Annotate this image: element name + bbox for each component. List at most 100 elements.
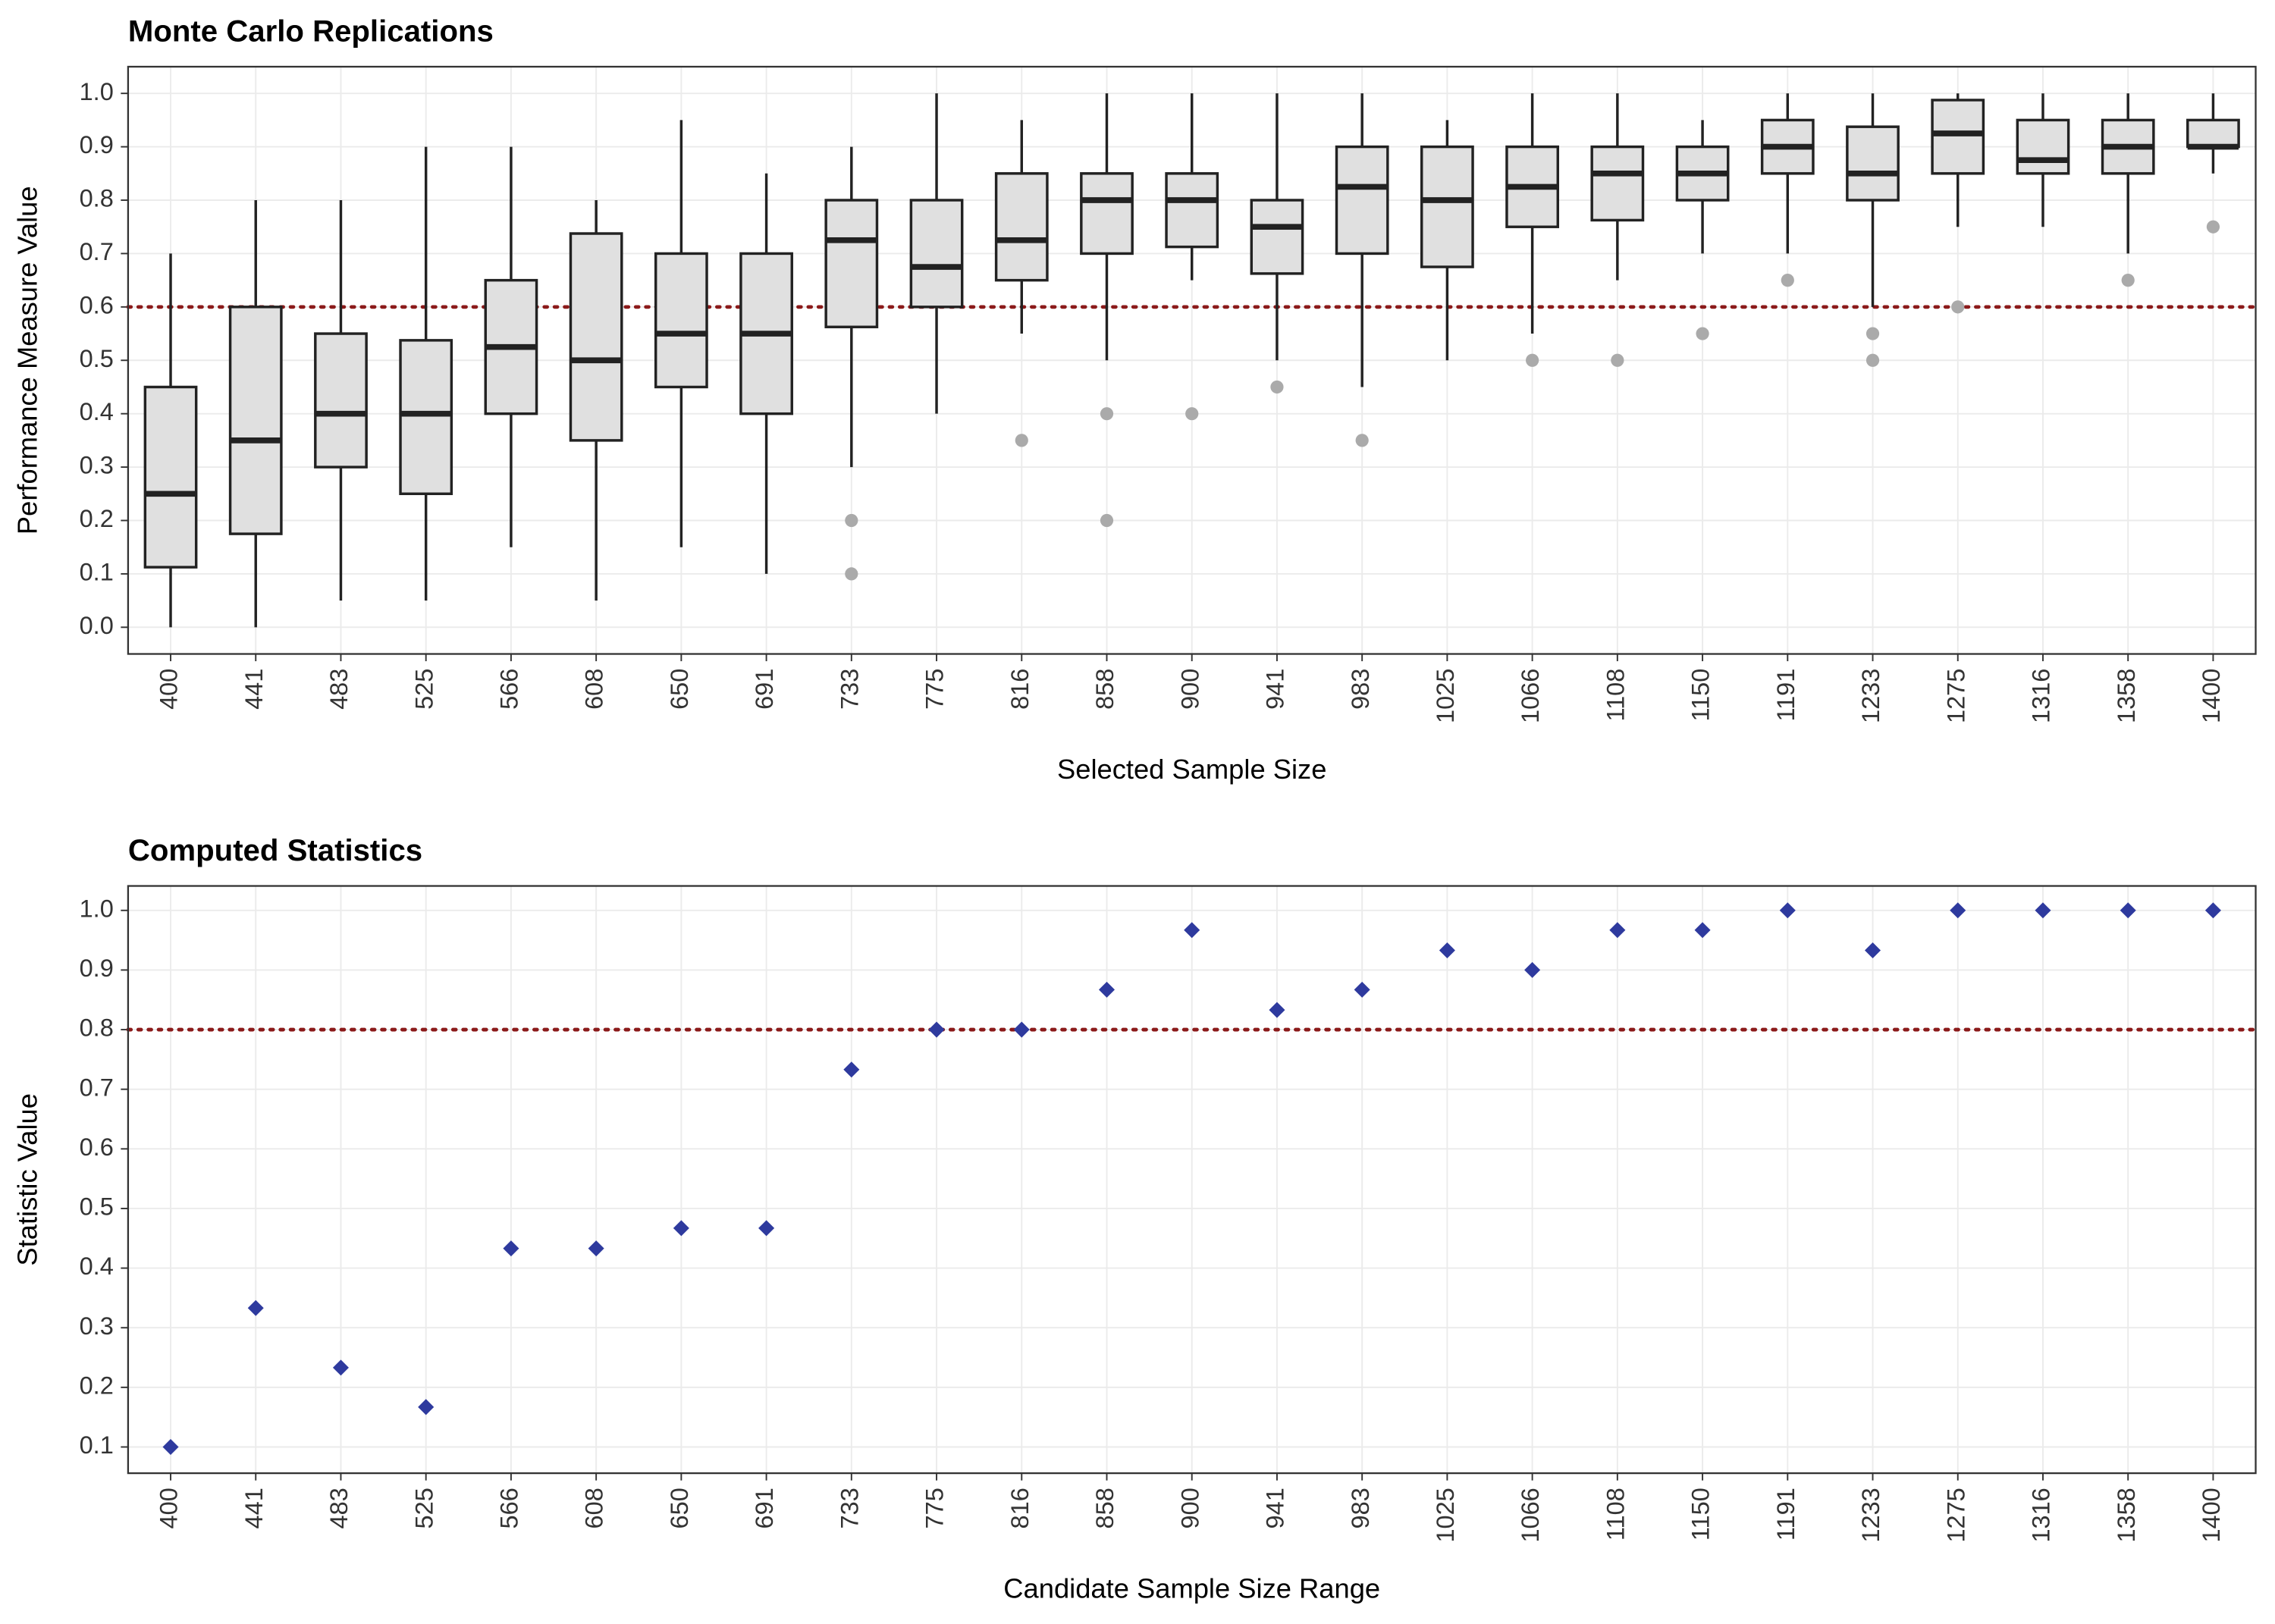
x-tick-label: 1233 [1857,669,1884,723]
x-tick-label: 900 [1176,669,1203,710]
x-tick-label: 941 [1262,1488,1289,1528]
point [1609,922,1626,939]
outlier [1866,353,1880,367]
x-tick-label: 733 [836,1488,863,1528]
x-axis-title: Selected Sample Size [1057,754,1326,785]
y-tick-label: 0.0 [80,612,114,639]
y-tick-label: 0.2 [80,505,114,532]
box [2186,118,2240,149]
x-tick-label: 1066 [1517,1488,1544,1542]
y-tick-label: 0.8 [80,1014,114,1042]
y-tick-label: 0.1 [80,559,114,586]
box [1590,145,1645,222]
chart-title: Monte Carlo Replications [128,14,494,49]
point [1524,961,1541,978]
outlier [1526,353,1539,367]
y-tick-label: 0.5 [80,1193,114,1221]
y-tick-label: 0.6 [80,291,114,318]
outlier [1185,407,1199,421]
y-tick-label: 0.2 [80,1372,114,1399]
x-tick-label: 858 [1091,1488,1119,1528]
x-tick-label: 1358 [2113,1488,2140,1542]
y-tick-label: 0.9 [80,131,114,158]
box [399,339,453,496]
box [824,199,879,328]
y-tick-label: 0.3 [80,1312,114,1340]
x-tick-label: 525 [410,1488,438,1528]
x-tick-label: 816 [1006,669,1034,710]
x-tick-label: 441 [240,669,268,710]
box [228,306,283,535]
x-tick-label: 691 [751,669,778,710]
x-tick-label: 566 [496,669,523,710]
point [1269,1002,1285,1018]
point [503,1240,519,1257]
outlier [1270,380,1284,394]
outlier [1951,300,1965,314]
x-tick-label: 650 [666,1488,693,1528]
x-axis-title: Candidate Sample Size Range [1003,1573,1380,1604]
outlier [845,513,858,528]
point [1694,922,1711,939]
point [332,1359,349,1376]
box [1165,172,1219,249]
box [1080,172,1134,256]
outlier [1781,274,1794,287]
outlier [1100,407,1114,421]
x-tick-label: 941 [1262,669,1289,710]
x-tick-label: 400 [155,669,183,710]
point [758,1220,775,1237]
outlier [1696,327,1709,340]
box [314,332,368,469]
x-tick-label: 1400 [2198,669,2225,723]
point [2120,902,2136,919]
box [909,199,964,309]
point [673,1220,689,1237]
outlier [2206,220,2220,234]
x-tick-label: 525 [410,669,438,710]
box [994,172,1049,282]
outlier [1100,513,1114,528]
x-tick-label: 1358 [2113,669,2140,723]
point [1779,902,1796,919]
x-tick-label: 1025 [1432,1488,1459,1542]
x-tick-label: 650 [666,669,693,710]
x-tick-label: 1066 [1517,669,1544,723]
y-tick-label: 0.3 [80,452,114,479]
y-tick-label: 0.5 [80,345,114,372]
box [654,252,708,389]
x-tick-label: 1191 [1772,669,1800,722]
chart-title: Computed Statistics [128,833,422,867]
point [1013,1021,1030,1038]
box [1335,145,1389,256]
point [843,1061,860,1078]
x-tick-label: 983 [1347,1488,1374,1528]
outlier [1355,434,1369,447]
y-tick-label: 0.1 [80,1431,114,1459]
y-tick-label: 0.7 [80,238,114,265]
x-tick-label: 900 [1176,1488,1203,1528]
point [1354,981,1370,998]
plot-border [127,65,2257,655]
outlier [845,567,858,581]
y-tick-label: 0.6 [80,1133,114,1161]
x-tick-label: 1233 [1857,1488,1884,1542]
box [569,232,623,442]
outlier [1611,353,1624,367]
y-axis-title: Statistic Value [11,1093,42,1266]
y-axis-title: Performance Measure Value [11,186,42,535]
x-tick-label: 608 [581,669,608,710]
y-tick-label: 0.4 [80,1252,114,1280]
point [2204,902,2221,919]
x-tick-label: 1108 [1602,669,1629,722]
point [588,1240,604,1257]
x-tick-label: 1108 [1602,1488,1629,1541]
box [1931,99,1985,175]
x-tick-label: 1150 [1687,1488,1715,1541]
x-tick-label: 691 [751,1488,778,1528]
y-tick-label: 0.9 [80,955,114,982]
y-tick-label: 0.7 [80,1074,114,1101]
point [418,1399,435,1416]
outlier [1866,327,1880,340]
